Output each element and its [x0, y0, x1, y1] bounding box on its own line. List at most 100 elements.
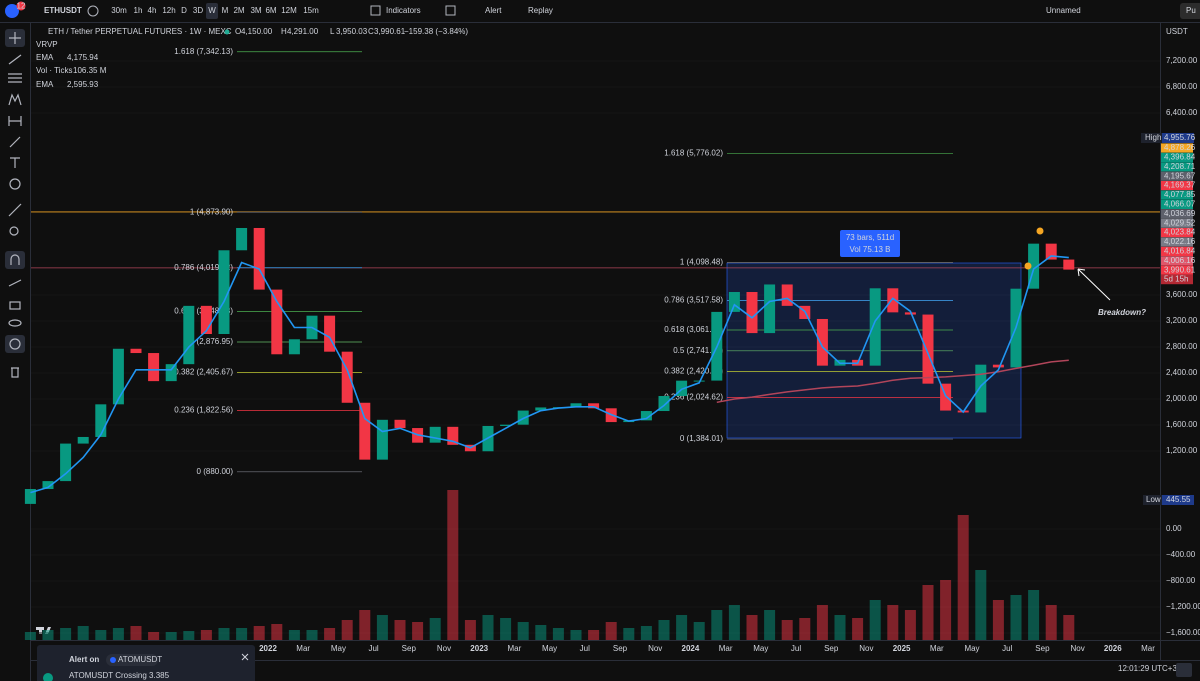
- alert-button[interactable]: Alert: [485, 6, 502, 15]
- indicators-button[interactable]: Indicators: [386, 6, 421, 15]
- volume-bar: [764, 610, 776, 640]
- volume-bar: [781, 620, 793, 640]
- ruler-tool[interactable]: [8, 203, 22, 217]
- time-label: 2023: [470, 644, 488, 653]
- volume-bar: [887, 605, 899, 640]
- symbol[interactable]: ETHUSDT: [44, 6, 82, 15]
- interval[interactable]: 6M: [265, 6, 276, 15]
- add-symbol[interactable]: [87, 5, 99, 17]
- volume-bar: [992, 600, 1004, 640]
- measure-tool[interactable]: [8, 116, 22, 126]
- indicators-icon[interactable]: [370, 5, 381, 16]
- volume-bar: [693, 622, 705, 640]
- price-tick-label: 2,000.00: [1166, 394, 1198, 403]
- pattern-tool[interactable]: [8, 93, 22, 106]
- price-label: 4,029.52: [1164, 218, 1196, 227]
- visibility-tool[interactable]: [8, 319, 22, 327]
- candle-body: [640, 411, 652, 421]
- fib-tool[interactable]: [8, 73, 22, 83]
- vol-name: Vol · Ticks: [36, 66, 72, 75]
- time-label: 2025: [893, 644, 911, 653]
- time-label: Jul: [791, 644, 801, 653]
- crosshair-tool[interactable]: [9, 32, 21, 44]
- time-label: Mar: [1141, 644, 1155, 653]
- price-label: 4,006.16: [1164, 256, 1196, 265]
- price-tick-label: 6,400.00: [1166, 108, 1198, 117]
- delete-tool[interactable]: [11, 367, 19, 378]
- volume-bar: [869, 600, 881, 640]
- replay-button[interactable]: Replay: [528, 6, 553, 15]
- interval[interactable]: 15m: [303, 6, 319, 15]
- interval[interactable]: 2M: [233, 6, 244, 15]
- magnet-tool[interactable]: [10, 254, 20, 265]
- price-label-bg: [1161, 152, 1193, 162]
- price-label-bg: [1161, 171, 1193, 181]
- interval[interactable]: 4h: [148, 6, 157, 15]
- price-tick-label: 3,600.00: [1166, 290, 1198, 299]
- interval[interactable]: D: [181, 6, 187, 15]
- fib-label: 0.382 (2,420.94): [664, 367, 723, 376]
- volume-bar: [183, 631, 195, 640]
- alert-marker: [1024, 262, 1032, 270]
- candle-body: [200, 305, 212, 334]
- volume-bar: [288, 630, 300, 640]
- market-status: [224, 29, 230, 35]
- price-label: 4,396.84: [1164, 153, 1196, 162]
- price-tick-label: −400.00: [1166, 550, 1196, 559]
- time-label: Nov: [648, 644, 662, 653]
- globe-tool[interactable]: [9, 338, 21, 350]
- interval[interactable]: 3D: [193, 6, 203, 15]
- axis-bg: [1161, 23, 1200, 640]
- interval[interactable]: M: [222, 6, 229, 15]
- interval[interactable]: 12h: [162, 6, 175, 15]
- alert-close[interactable]: [241, 653, 249, 661]
- interval[interactable]: 12M: [281, 6, 297, 15]
- fib-label: 0.236 (1,822.56): [174, 406, 233, 415]
- interval[interactable]: W: [208, 6, 216, 15]
- interval[interactable]: 3M: [250, 6, 261, 15]
- time-label: May: [331, 644, 346, 653]
- text-tool[interactable]: [10, 157, 20, 168]
- price-label: 4,195.67: [1164, 171, 1196, 180]
- ohlc-value: 3,990.61: [374, 27, 406, 36]
- time-label: Mar: [296, 644, 310, 653]
- publish-button[interactable]: Pu: [1186, 6, 1196, 15]
- low-name: Low: [1146, 495, 1161, 504]
- interval[interactable]: 30m: [111, 6, 127, 15]
- icon-tool[interactable]: [9, 178, 21, 190]
- candle-body: [816, 318, 828, 366]
- settings-button[interactable]: [1176, 663, 1192, 677]
- templates-icon[interactable]: [445, 5, 456, 16]
- candle-body: [394, 419, 406, 429]
- trendline-tool[interactable]: [8, 54, 22, 65]
- candle-body: [975, 364, 987, 413]
- fib-label: 0.5 (2,741.25): [673, 346, 723, 355]
- volume-bar: [447, 490, 459, 640]
- candle-body: [728, 292, 740, 312]
- legend-title: ETH / Tether PERPETUAL FUTURES · 1W · ME…: [48, 27, 232, 36]
- volume-bar: [112, 628, 124, 640]
- layout-name[interactable]: Unnamed: [1046, 6, 1081, 15]
- interval[interactable]: 1h: [134, 6, 143, 15]
- brush-tool[interactable]: [9, 136, 21, 148]
- volume-bar: [482, 615, 494, 640]
- volume-bar: [746, 615, 758, 640]
- zoom-tool[interactable]: [9, 226, 19, 236]
- time-label: 2024: [682, 644, 700, 653]
- candle-body: [60, 443, 72, 482]
- candle-body: [218, 250, 230, 334]
- currency: USDT: [1166, 27, 1188, 36]
- draw-lock-tool[interactable]: [8, 279, 22, 287]
- price-label: 4,077.85: [1164, 190, 1196, 199]
- price-label: 5d 15h: [1164, 275, 1188, 284]
- price-tick-label: 2,400.00: [1166, 368, 1198, 377]
- lock-tool[interactable]: [9, 301, 21, 310]
- candle-body: [288, 339, 300, 355]
- candle-body: [324, 315, 336, 352]
- fib-label: 0.618 (3,061.85): [664, 325, 723, 334]
- volume-bar: [165, 632, 177, 640]
- time-label: Jul: [1002, 644, 1012, 653]
- time-label: Nov: [437, 644, 451, 653]
- time-label: Sep: [824, 644, 839, 653]
- volume-bar: [623, 628, 635, 640]
